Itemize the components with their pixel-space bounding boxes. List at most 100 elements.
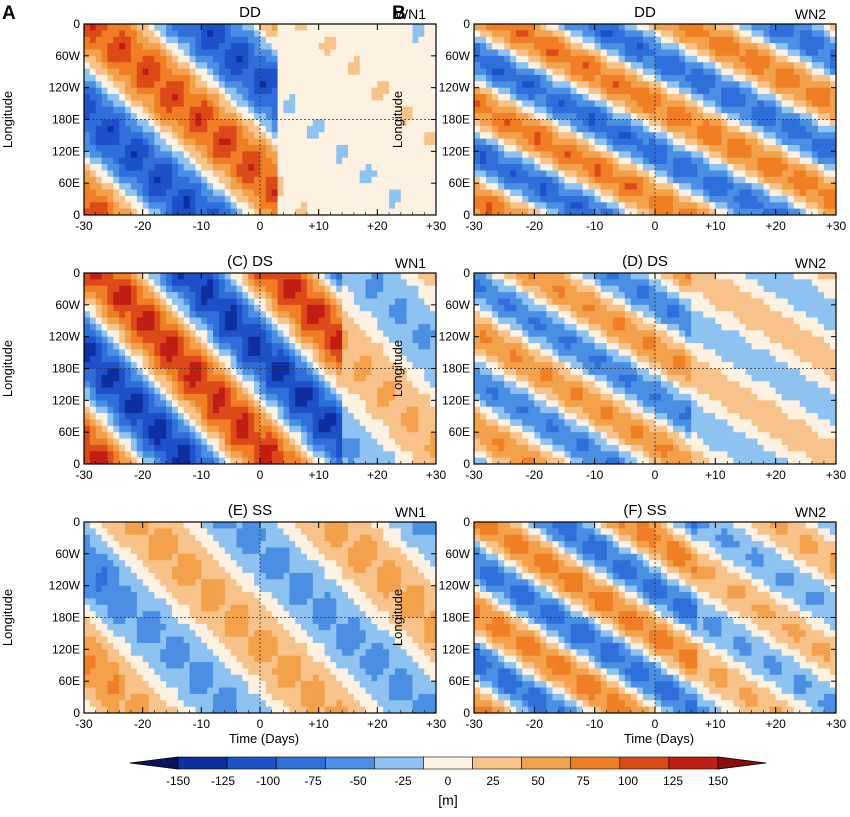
heatmap-cell bbox=[673, 30, 680, 38]
heatmap-cell bbox=[89, 292, 97, 300]
heatmap-cell bbox=[757, 183, 765, 191]
heatmap-cell bbox=[394, 24, 402, 31]
heatmap-cell bbox=[177, 393, 185, 401]
heatmap-cell bbox=[546, 164, 554, 172]
heatmap-cell bbox=[528, 30, 535, 38]
heatmap-cell bbox=[486, 183, 493, 191]
heatmap-cell bbox=[552, 164, 560, 172]
heatmap-cell bbox=[95, 195, 103, 203]
heatmap-cell bbox=[260, 24, 267, 31]
heatmap-cell bbox=[248, 119, 255, 127]
heatmap-cell bbox=[430, 49, 436, 57]
heatmap-cell bbox=[218, 368, 226, 376]
heatmap-cell bbox=[119, 195, 126, 203]
heatmap-cell bbox=[148, 74, 155, 82]
heatmap-cell bbox=[218, 113, 226, 121]
heatmap-cell bbox=[424, 170, 431, 178]
heatmap-cell bbox=[799, 208, 807, 215]
heatmap-cell bbox=[582, 157, 590, 165]
panel-c: -30 -20 -10 0 +10 +20 +30060W120W180E120E60E0L… bbox=[0, 253, 447, 482]
heatmap-cell bbox=[125, 298, 132, 306]
heatmap-cell bbox=[600, 68, 608, 76]
heatmap-cell bbox=[160, 195, 167, 203]
y-tick-label: 60E bbox=[59, 176, 80, 190]
heatmap-cell bbox=[119, 62, 126, 70]
heatmap-cell bbox=[679, 138, 686, 146]
heatmap-cell bbox=[207, 323, 214, 331]
heatmap-cell bbox=[224, 273, 232, 280]
heatmap-cell bbox=[510, 151, 517, 159]
heatmap-cell bbox=[630, 49, 638, 57]
heatmap-cell bbox=[248, 157, 255, 165]
heatmap-cell bbox=[113, 125, 120, 133]
heatmap-cell bbox=[136, 30, 144, 38]
heatmap-cell bbox=[301, 317, 308, 325]
heatmap-cell bbox=[829, 55, 836, 63]
heatmap-cell bbox=[342, 113, 349, 121]
heatmap-cell bbox=[648, 170, 656, 178]
heatmap-cell bbox=[295, 170, 302, 178]
heatmap-cell bbox=[107, 132, 114, 140]
heatmap-cell bbox=[430, 87, 436, 95]
heatmap-cell bbox=[154, 406, 161, 414]
heatmap-cell bbox=[787, 151, 795, 159]
heatmap-cell bbox=[721, 49, 728, 57]
heatmap-cell bbox=[679, 170, 686, 178]
heatmap-cell bbox=[412, 94, 419, 101]
heatmap-cell bbox=[534, 132, 541, 140]
heatmap-cell bbox=[289, 304, 296, 312]
heatmap-cell bbox=[166, 24, 173, 31]
heatmap-cell bbox=[709, 189, 716, 197]
heatmap-cell bbox=[546, 55, 554, 63]
heatmap-cell bbox=[679, 164, 686, 172]
heatmap-cell bbox=[125, 400, 132, 408]
heatmap-cell bbox=[148, 138, 155, 146]
heatmap-cell bbox=[697, 74, 704, 82]
heatmap-cell bbox=[95, 336, 103, 344]
heatmap-cell bbox=[271, 106, 279, 114]
heatmap-cell bbox=[558, 195, 566, 203]
heatmap-cell bbox=[166, 438, 173, 446]
heatmap-cell bbox=[757, 100, 765, 108]
heatmap-cell bbox=[691, 138, 698, 146]
heatmap-cell bbox=[248, 24, 255, 31]
heatmap-cell bbox=[486, 144, 493, 152]
heatmap-cell bbox=[289, 151, 296, 159]
heatmap-cell bbox=[183, 444, 191, 452]
heatmap-cell bbox=[480, 49, 487, 57]
heatmap-cell bbox=[793, 24, 801, 31]
heatmap-cell bbox=[113, 413, 120, 421]
heatmap-cell bbox=[130, 189, 138, 197]
heatmap-cell bbox=[691, 113, 698, 121]
heatmap-cell bbox=[119, 387, 126, 395]
heatmap-cell bbox=[189, 151, 197, 159]
heatmap-cell bbox=[195, 94, 202, 101]
heatmap-cell bbox=[371, 55, 378, 63]
heatmap-cell bbox=[101, 62, 109, 70]
heatmap-cell bbox=[183, 413, 191, 421]
heatmap-cell bbox=[236, 164, 243, 172]
heatmap-cell bbox=[254, 164, 261, 172]
heatmap-cell bbox=[394, 87, 402, 95]
heatmap-cell bbox=[166, 387, 173, 395]
heatmap-cell bbox=[271, 125, 279, 133]
heatmap-cell bbox=[95, 343, 103, 350]
heatmap-cell bbox=[430, 138, 436, 146]
heatmap-cell bbox=[648, 30, 656, 38]
heatmap-cell bbox=[213, 362, 220, 370]
heatmap-cell bbox=[799, 94, 807, 101]
heatmap-cell bbox=[751, 144, 759, 152]
heatmap-cell bbox=[154, 330, 161, 338]
heatmap-cell bbox=[412, 113, 419, 121]
heatmap-cell bbox=[811, 55, 819, 63]
heatmap-cell bbox=[160, 368, 167, 376]
heatmap-cell bbox=[522, 94, 529, 101]
heatmap-cell bbox=[195, 419, 202, 427]
heatmap-cell bbox=[606, 106, 614, 114]
heatmap-cell bbox=[673, 43, 680, 51]
heatmap-cell bbox=[230, 273, 238, 280]
heatmap-cell bbox=[107, 138, 114, 146]
heatmap-cell bbox=[540, 151, 547, 159]
heatmap-cell bbox=[95, 400, 103, 408]
heatmap-cell bbox=[330, 100, 337, 108]
